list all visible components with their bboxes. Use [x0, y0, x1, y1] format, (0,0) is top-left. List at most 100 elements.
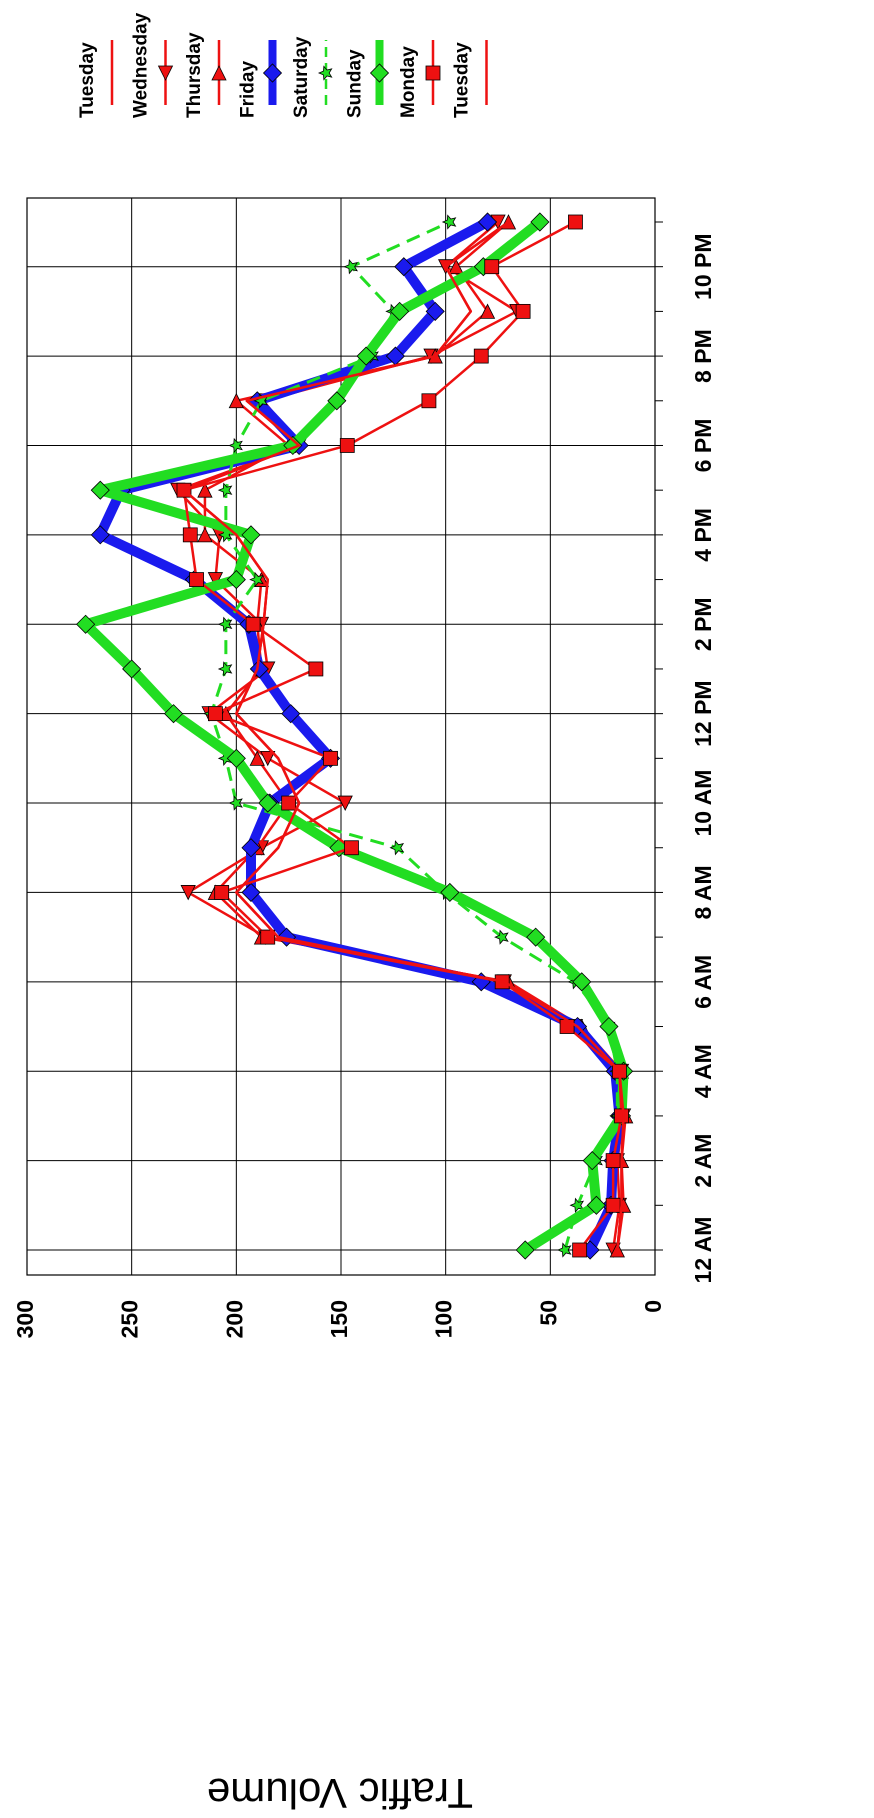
marker — [339, 438, 355, 453]
y-tick-label: 200 — [221, 1300, 247, 1338]
marker — [189, 572, 204, 587]
x-tick-label: 6 AM — [690, 955, 716, 1009]
series — [203, 214, 624, 1258]
marker — [390, 301, 410, 321]
legend-label: Saturday — [291, 36, 312, 118]
marker — [228, 392, 244, 409]
marker — [327, 391, 347, 411]
marker — [394, 257, 414, 277]
marker — [448, 258, 464, 275]
series-line — [176, 221, 625, 1251]
marker — [389, 840, 405, 856]
x-tick-label: 8 PM — [690, 329, 716, 383]
y-tick-label: 250 — [117, 1300, 143, 1338]
marker — [228, 437, 243, 454]
x-tick-label: 2 PM — [690, 597, 716, 651]
legend-label: Monday — [398, 46, 419, 118]
marker — [228, 795, 243, 811]
marker — [477, 212, 498, 232]
marker — [211, 65, 227, 81]
marker — [197, 526, 213, 543]
marker — [369, 63, 390, 83]
series — [182, 220, 625, 1251]
marker — [217, 482, 233, 498]
x-tick-label: 10 PM — [690, 233, 716, 299]
marker — [569, 1197, 585, 1213]
y-tick-label: 100 — [431, 1300, 457, 1338]
series — [197, 214, 634, 1258]
marker — [605, 1153, 621, 1169]
marker — [559, 1019, 575, 1034]
marker — [226, 748, 246, 768]
marker — [241, 525, 261, 545]
marker — [556, 1242, 572, 1258]
x-tick-label: 12 AM — [690, 1217, 716, 1284]
y-tick-label: 50 — [535, 1300, 561, 1326]
legend-label: Sunday — [345, 49, 366, 118]
x-tick-label: 10 AM — [690, 770, 716, 837]
y-tick-label: 0 — [640, 1300, 666, 1313]
marker — [479, 303, 496, 319]
marker — [217, 616, 233, 632]
series — [176, 214, 629, 1258]
x-tick-label: 8 AM — [690, 865, 716, 919]
marker — [356, 346, 376, 366]
marker — [425, 65, 441, 81]
marker — [526, 927, 546, 947]
marker — [515, 1240, 535, 1260]
legend-label: Tuesday — [77, 42, 98, 118]
marker — [473, 348, 489, 364]
x-tick-label: 6 PM — [690, 419, 716, 473]
marker — [262, 63, 283, 83]
marker — [582, 1151, 602, 1171]
marker — [441, 214, 457, 230]
marker — [344, 840, 359, 856]
x-tick-label: 4 AM — [690, 1044, 716, 1098]
marker — [317, 65, 333, 81]
marker — [599, 1016, 619, 1037]
marker — [226, 569, 246, 590]
marker — [249, 750, 265, 766]
marker — [180, 885, 196, 901]
legend-label: Thursday — [184, 32, 205, 118]
marker — [308, 661, 324, 677]
series-line — [182, 220, 625, 1251]
series-line — [203, 221, 627, 1251]
series — [182, 220, 625, 1251]
marker — [572, 1242, 588, 1258]
marker — [515, 303, 531, 319]
marker — [197, 482, 213, 498]
marker — [249, 571, 264, 588]
marker — [163, 704, 184, 724]
marker — [260, 750, 276, 767]
legend-label: Wednesday — [131, 12, 152, 118]
marker — [484, 259, 500, 275]
y-tick-label: 300 — [12, 1300, 38, 1338]
marker — [323, 750, 338, 766]
marker — [572, 972, 592, 992]
marker — [182, 527, 198, 543]
series-line — [182, 220, 623, 1251]
series-line — [209, 220, 619, 1251]
marker — [122, 659, 142, 679]
series-line — [182, 220, 625, 1251]
legend-label: Tuesday — [452, 42, 473, 118]
marker — [337, 795, 353, 811]
x-tick-label: 12 PM — [690, 680, 716, 746]
marker — [281, 704, 301, 724]
marker — [217, 661, 233, 677]
marker — [343, 259, 358, 275]
legend-label: Friday — [238, 61, 259, 118]
marker — [586, 1195, 606, 1215]
marker — [425, 301, 445, 321]
marker — [440, 882, 460, 903]
x-tick-label: 4 PM — [690, 508, 716, 562]
marker — [530, 212, 550, 232]
marker — [605, 1197, 621, 1213]
marker — [90, 525, 110, 545]
marker — [76, 614, 96, 634]
series — [170, 214, 632, 1258]
marker — [568, 214, 583, 230]
rotated-chart: 0 50 100 150 200 250 300 12 AM 2 AM 4 AM 6 AM 8 AM 1… — [12, 12, 716, 1817]
